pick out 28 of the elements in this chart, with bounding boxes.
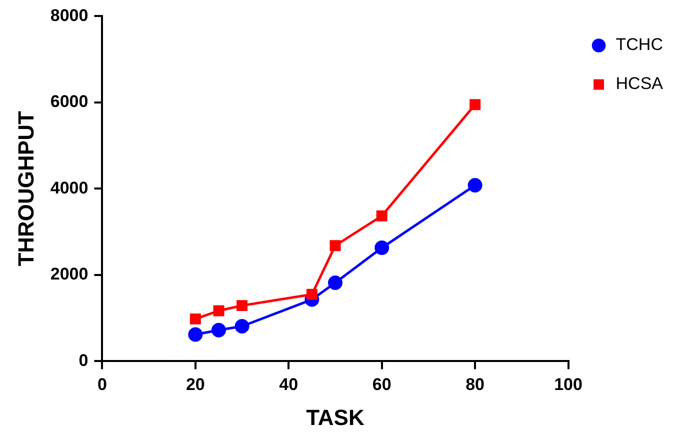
point <box>376 210 388 222</box>
point <box>328 275 342 290</box>
x-axis-title: TASK <box>306 404 364 430</box>
y-axis-title: THROUGHPUT <box>13 110 38 266</box>
point <box>190 313 201 324</box>
x-tick-label: 40 <box>279 375 298 394</box>
y-tick-label: 8000 <box>50 6 88 25</box>
x-tick-label: 20 <box>186 375 205 394</box>
legend-label: HCSA <box>616 74 664 94</box>
point <box>234 319 250 334</box>
x-tick-label: 100 <box>554 375 582 394</box>
y-tick-label: 2000 <box>50 264 88 284</box>
point <box>306 288 318 300</box>
point <box>374 240 390 256</box>
y-tick-label: 4000 <box>50 178 88 198</box>
point <box>470 99 481 110</box>
legend-label: TCHC <box>616 35 663 54</box>
y-tick-label: 0 <box>78 350 88 370</box>
point <box>468 178 482 192</box>
x-tick-label: 60 <box>372 375 392 394</box>
point <box>236 300 248 312</box>
point <box>188 327 203 342</box>
x-tick-label: 0 <box>97 375 107 394</box>
y-tick-label: 6000 <box>50 92 88 112</box>
x-tick-label: 80 <box>466 375 485 394</box>
point <box>330 240 341 252</box>
point <box>213 305 224 316</box>
point <box>211 322 226 338</box>
